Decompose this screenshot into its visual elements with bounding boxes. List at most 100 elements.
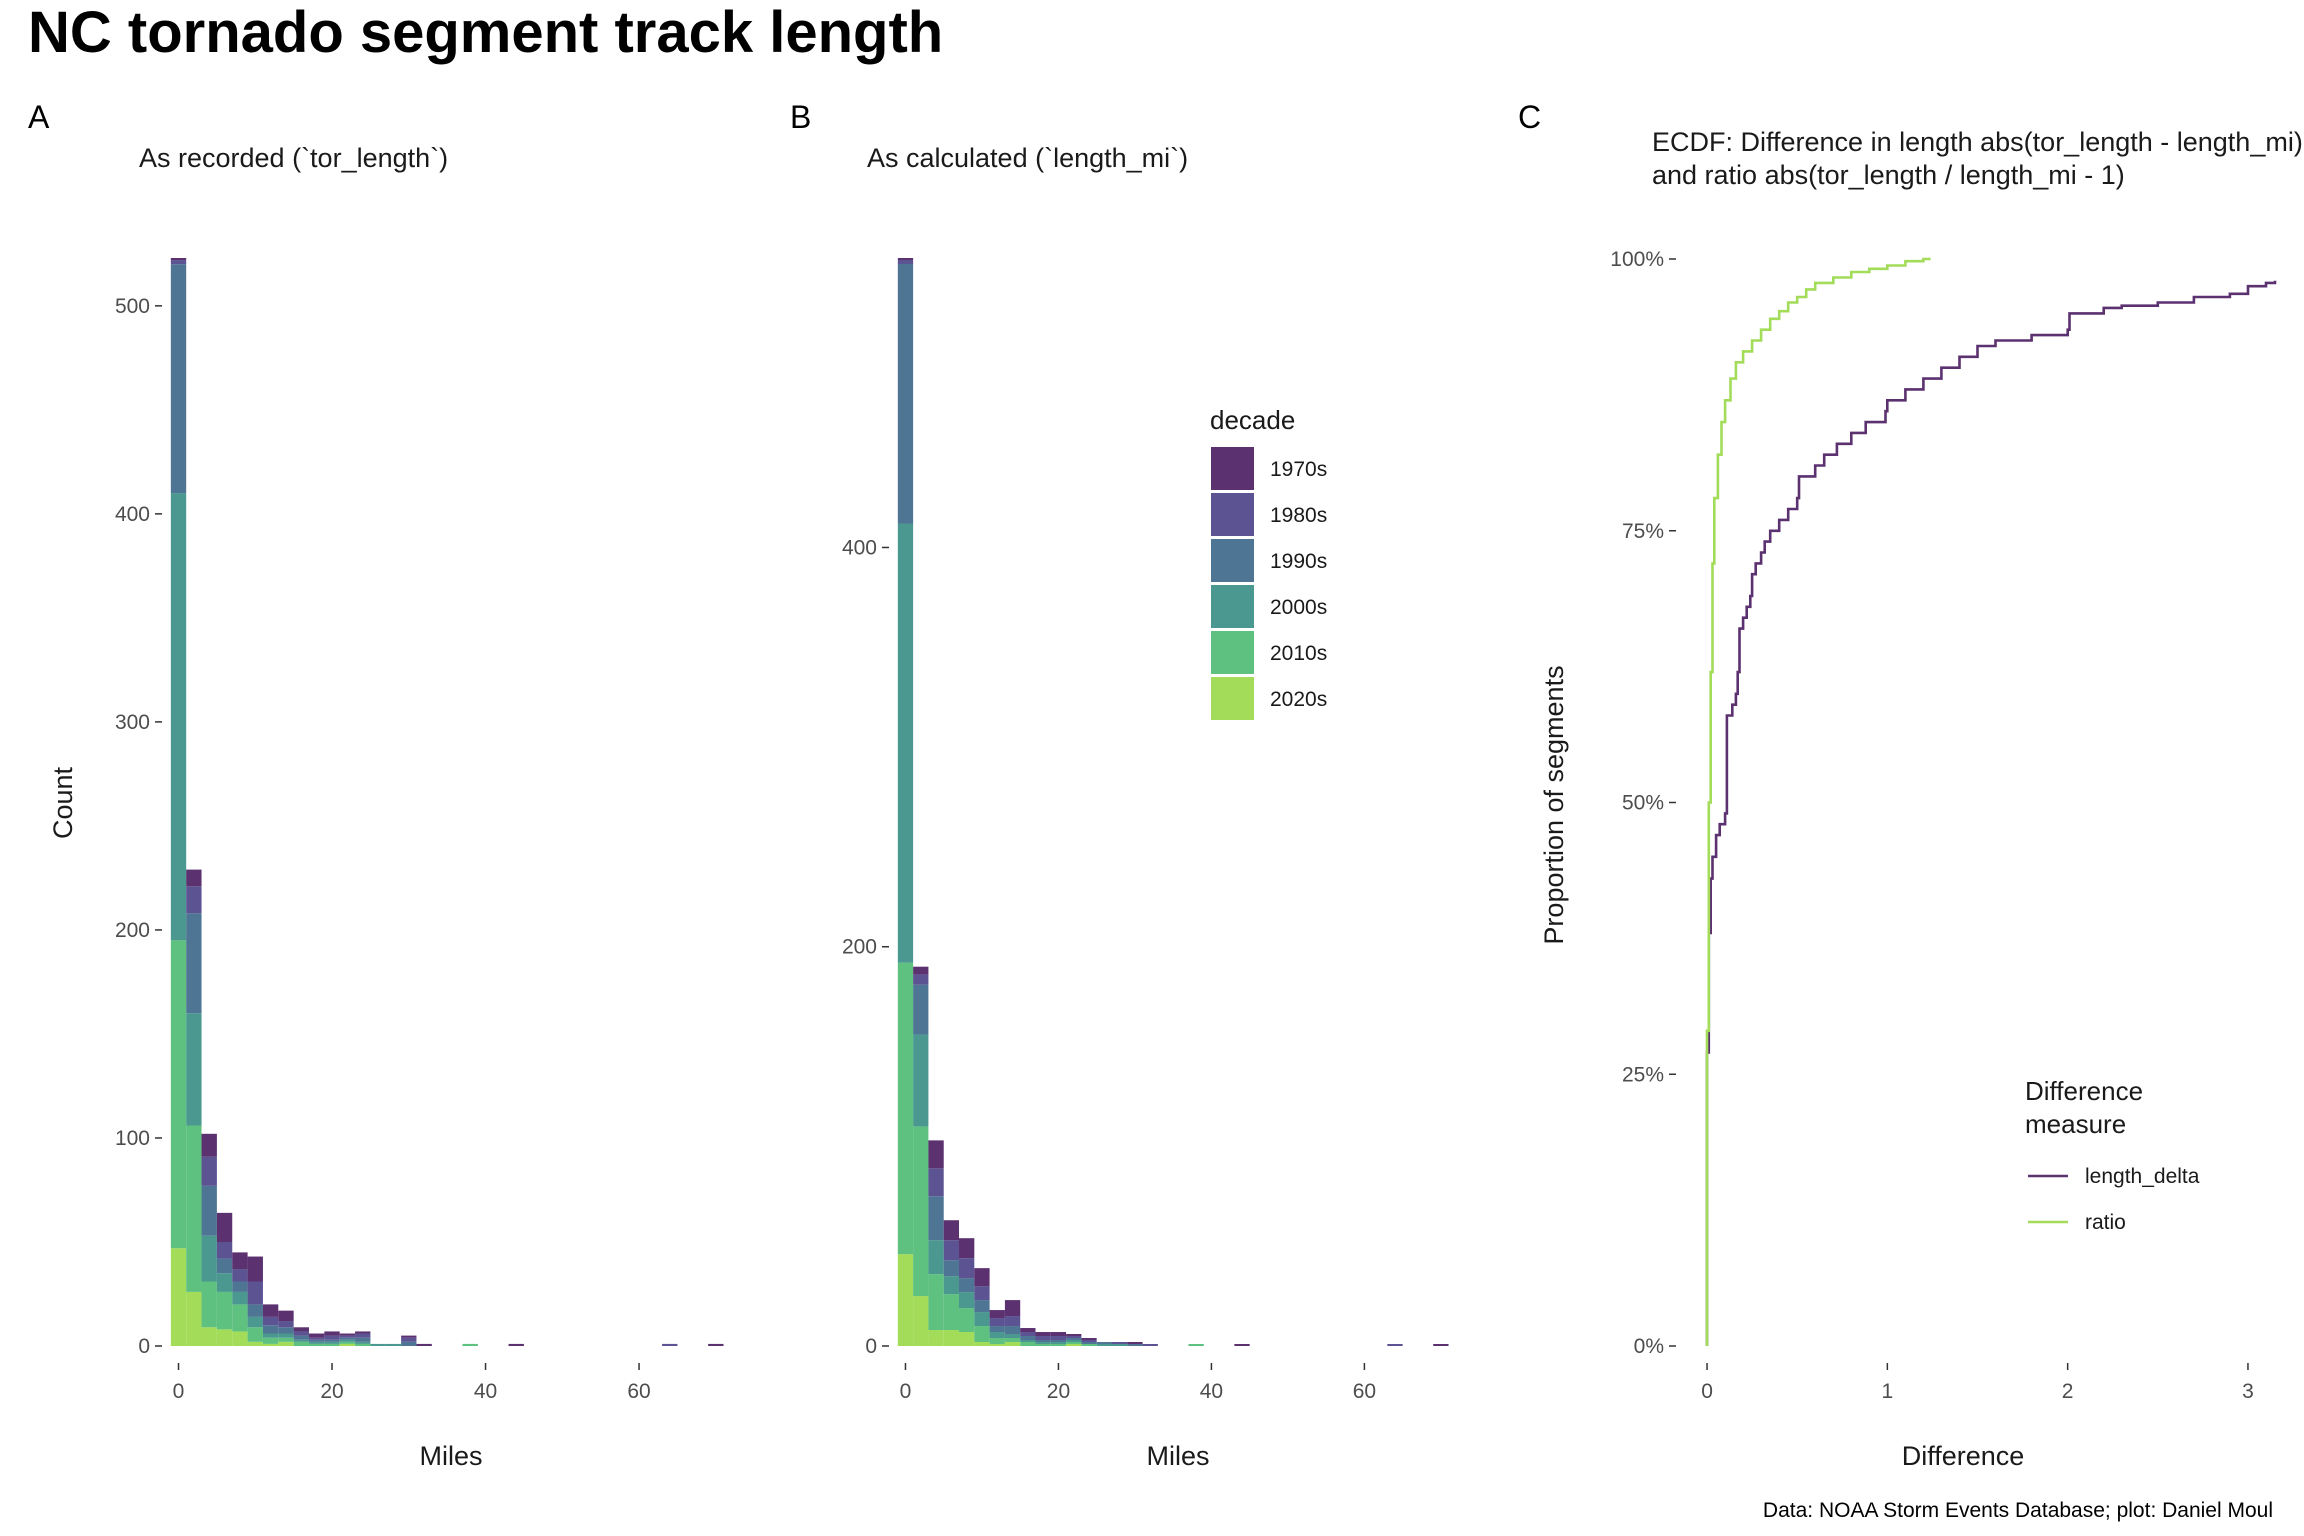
panel-b-xlabel: Miles — [1146, 1441, 1209, 1471]
x-tick-label: 3 — [2242, 1380, 2254, 1403]
bar-segment-1970s — [1433, 1344, 1449, 1346]
panel-c-tag: C — [1518, 99, 1541, 135]
y-tick-label: 0% — [1634, 1335, 1664, 1358]
bar-segment-2000s — [959, 1292, 975, 1309]
bar-segment-2000s — [1066, 1340, 1082, 1343]
bar-segment-1990s — [959, 1278, 975, 1293]
bar-segment-1990s — [247, 1304, 263, 1317]
bar-segment-2010s — [186, 1125, 202, 1292]
bar-segment-1980s — [959, 1258, 975, 1279]
bar-segment-2000s — [943, 1276, 960, 1295]
legend-swatch-1970s — [1211, 447, 1254, 490]
bar-segment-1980s — [1066, 1336, 1082, 1339]
bar-segment-1990s — [216, 1258, 233, 1274]
bar-segment-1970s — [216, 1212, 233, 1242]
bar-segment-2010s — [1004, 1338, 1021, 1343]
bar-segment-1970s — [913, 966, 929, 975]
legend-label-1970s: 1970s — [1270, 458, 1327, 481]
bar-segment-1990s — [1127, 1344, 1143, 1346]
panel-c-title-line2: and ratio abs(tor_length / length_mi - 1… — [1652, 160, 2125, 190]
bar-segment-2000s — [309, 1341, 325, 1344]
bar-segment-1970s — [232, 1252, 248, 1270]
bar-segment-1980s — [943, 1240, 960, 1261]
bar-segment-1990s — [309, 1339, 325, 1342]
bar-segment-2000s — [216, 1273, 233, 1292]
x-tick-label: 20 — [320, 1380, 343, 1403]
bar-segment-2000s — [989, 1332, 1005, 1339]
bar-segment-1990s — [232, 1281, 248, 1292]
bar-segment-1970s — [401, 1335, 417, 1338]
bar-segment-2000s — [928, 1240, 944, 1275]
panel-a-tag: A — [28, 99, 50, 135]
bar-segment-2020s — [232, 1331, 248, 1346]
bar-segment-2010s — [1050, 1344, 1067, 1346]
y-tick-label: 25% — [1622, 1063, 1664, 1086]
x-tick-label: 0 — [900, 1380, 912, 1403]
bar-segment-1970s — [974, 1268, 990, 1287]
bar-segment-1980s — [247, 1281, 263, 1305]
legend-swatch-2020s — [1211, 677, 1254, 720]
bar-segment-2020s — [943, 1330, 960, 1346]
bar-segment-1970s — [708, 1343, 724, 1346]
caption: Data: NOAA Storm Events Database; plot: … — [1763, 1499, 2273, 1522]
bar-segment-1980s — [355, 1333, 371, 1338]
legend-label-1980s: 1980s — [1270, 504, 1327, 527]
bar-segment-1990s — [1020, 1336, 1036, 1341]
bar-segment-2010s — [247, 1327, 263, 1342]
bar-segment-1970s — [309, 1333, 325, 1338]
legend-label-2020s: 2020s — [1270, 688, 1327, 711]
x-tick-label: 0 — [173, 1380, 185, 1403]
bar-segment-1970s — [989, 1310, 1005, 1319]
bar-segment-2000s — [1004, 1334, 1021, 1339]
bar-segment-1990s — [278, 1327, 294, 1334]
bar-segment-2020s — [278, 1341, 294, 1346]
bar-segment-2000s — [170, 493, 187, 941]
measure-legend-title-line2: measure — [2025, 1109, 2126, 1139]
bar-segment-2020s — [913, 1296, 929, 1346]
bar-segment-1970s — [1234, 1344, 1250, 1346]
x-tick-label: 40 — [474, 1380, 497, 1403]
bar-segment-1980s — [1142, 1344, 1158, 1346]
bar-segment-1980s — [974, 1286, 990, 1301]
bar-segment-1980s — [897, 259, 914, 264]
bar-segment-2010s — [943, 1294, 960, 1331]
bar-segment-2000s — [293, 1339, 309, 1342]
decade-legend: decade 1970s 1980s 1990s 2000s 2010s 2020s — [1210, 405, 1327, 720]
bar-segment-1970s — [1050, 1332, 1067, 1337]
x-tick-label: 60 — [1353, 1380, 1376, 1403]
bar-segment-1990s — [1066, 1338, 1082, 1341]
measure-legend-title-line1: Difference — [2025, 1076, 2143, 1106]
y-tick-label: 400 — [842, 536, 877, 559]
bar-segment-1980s — [401, 1337, 417, 1342]
bar-segment-1990s — [401, 1341, 417, 1346]
bar-segment-2010s — [1066, 1342, 1082, 1345]
bar-segment-2010s — [913, 1126, 929, 1297]
y-tick-label: 0 — [865, 1335, 877, 1358]
panel-c-xlabel: Difference — [1902, 1441, 2025, 1471]
bar-segment-2020s — [186, 1291, 202, 1346]
bar-segment-1970s — [928, 1140, 944, 1169]
bar-segment-2010s — [1081, 1344, 1097, 1346]
bar-segment-2010s — [928, 1274, 944, 1331]
bar-segment-2010s — [170, 940, 187, 1249]
bar-segment-1980s — [170, 260, 187, 265]
bar-segment-2010s — [1020, 1342, 1036, 1346]
bar-segment-2010s — [324, 1343, 340, 1346]
bar-segment-2000s — [324, 1341, 340, 1344]
bar-segment-1990s — [262, 1325, 279, 1334]
panel-c: C ECDF: Difference in length abs(tor_len… — [1518, 99, 2303, 1471]
bar-segment-1980s — [201, 1156, 217, 1186]
y-tick-label: 50% — [1622, 792, 1664, 815]
bar-segment-2010s — [309, 1343, 325, 1346]
panel-c-title-line1: ECDF: Difference in length abs(tor_lengt… — [1652, 127, 2303, 157]
bar-segment-1990s — [324, 1339, 340, 1342]
bar-segment-1980s — [1020, 1332, 1036, 1337]
y-tick-label: 100 — [115, 1127, 150, 1150]
bar-segment-2010s — [232, 1304, 248, 1332]
bar-segment-2020s — [897, 1254, 914, 1346]
bar-segment-2000s — [232, 1291, 248, 1305]
bar-segment-1970s — [278, 1310, 294, 1322]
bar-segment-2010s — [897, 962, 914, 1255]
bar-segment-1980s — [1387, 1344, 1403, 1346]
bar-segment-1970s — [508, 1343, 524, 1346]
